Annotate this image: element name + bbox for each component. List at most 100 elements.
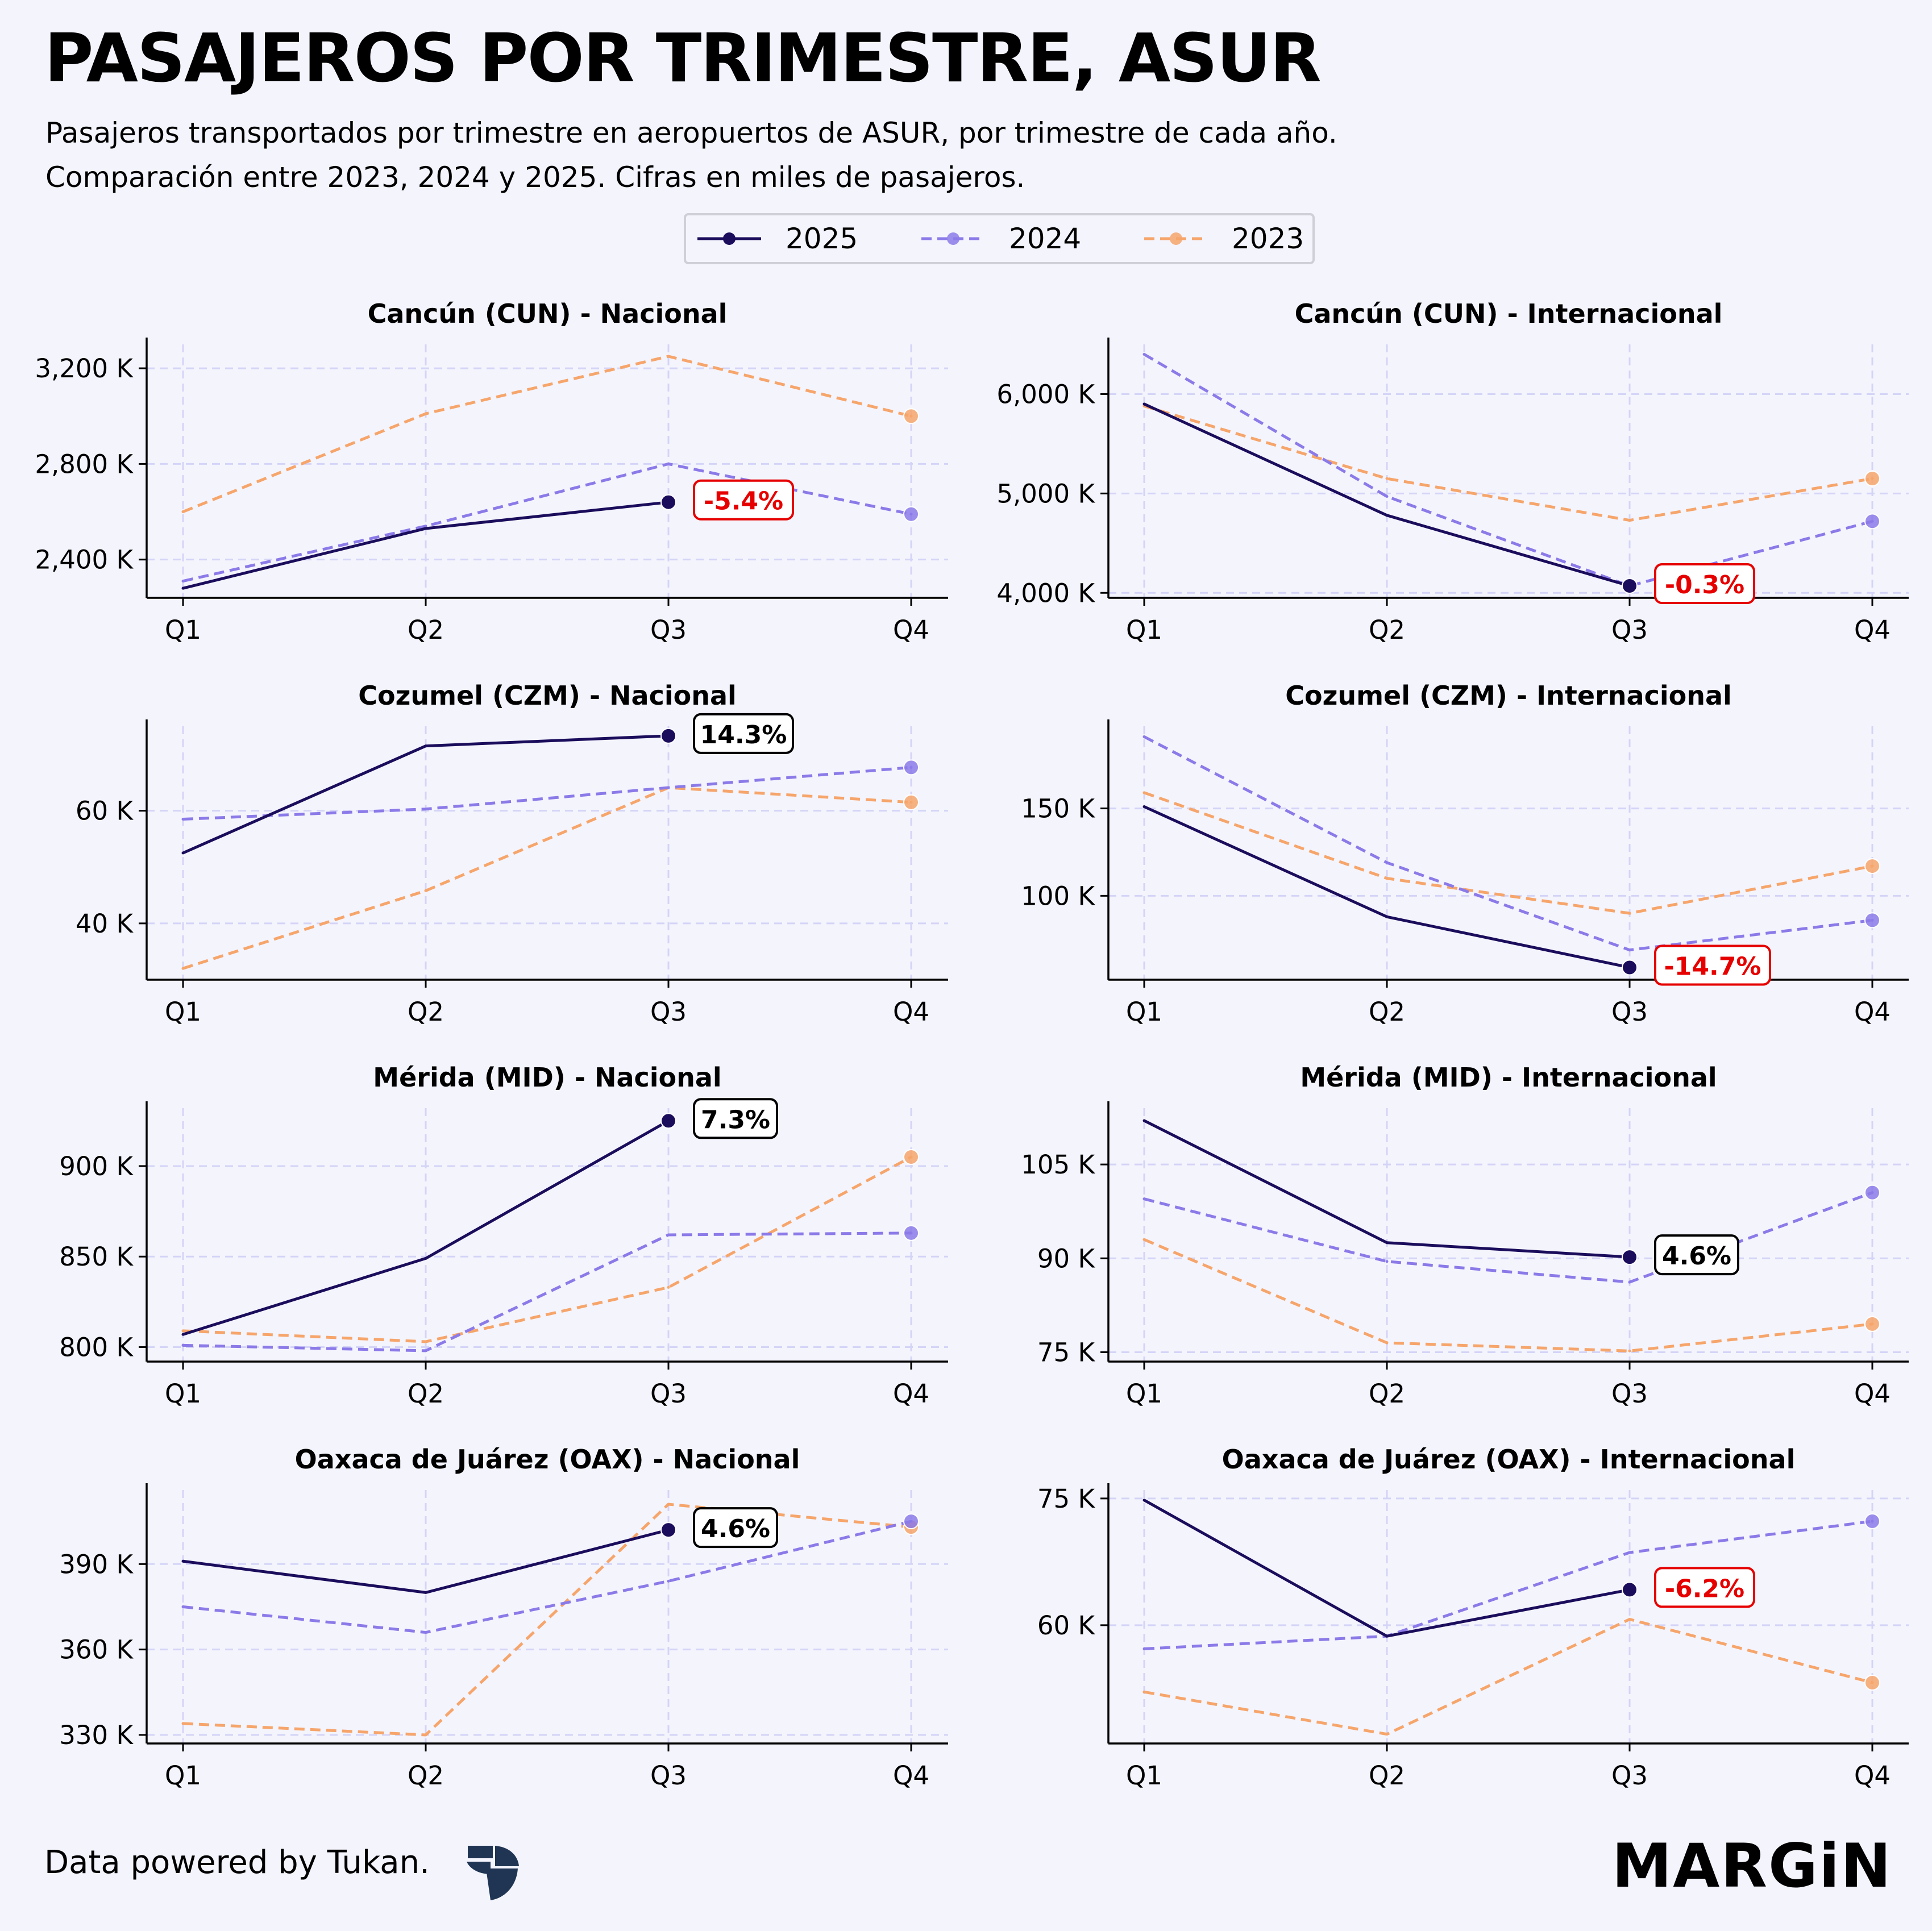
chart-1-xtick-label-Q3: Q3 bbox=[650, 615, 687, 645]
chart-4-annotation-label: -14.7% bbox=[1664, 952, 1761, 981]
chart-5-series-2023-point-Q1 bbox=[181, 1329, 185, 1333]
chart-5-xtick-label-Q2: Q2 bbox=[408, 1379, 444, 1409]
chart-2-xtick-label-Q1: Q1 bbox=[1126, 615, 1162, 645]
chart-4-series-2024-line bbox=[1143, 735, 1873, 952]
chart-4-series-2023-point-Q4 bbox=[1871, 864, 1874, 868]
chart-4-xtick-label-Q4: Q4 bbox=[1854, 997, 1891, 1027]
chart-1-ytick-label-0: 2,400 K bbox=[35, 545, 134, 575]
chart-7-series-2023-point-Q3 bbox=[667, 1503, 670, 1506]
chart-1-series-2023-point-Q2 bbox=[424, 412, 427, 415]
chart-6-series-2025-point-Q2 bbox=[1385, 1241, 1389, 1245]
chart-6-ytick-label-1: 90 K bbox=[1037, 1243, 1096, 1274]
chart-8-series-2023-line bbox=[1144, 1617, 1873, 1736]
chart-1-xtick-label-Q2: Q2 bbox=[408, 615, 444, 645]
chart-1-annotation-box bbox=[693, 479, 794, 521]
legend-label-2023: 2023 bbox=[1232, 222, 1304, 255]
chart-8-series-2024-point-Q1 bbox=[1142, 1647, 1146, 1650]
chart-6-series-2024-line bbox=[1144, 1191, 1873, 1284]
margin-brand-logo: MARGiN bbox=[1611, 1831, 1892, 1901]
chart-5-ytick-label-2: 900 K bbox=[59, 1151, 134, 1181]
chart-4-xtick-label-Q2: Q2 bbox=[1369, 997, 1405, 1027]
chart-4-series-2024-point-Q1 bbox=[1142, 735, 1146, 738]
chart-1-series-2024-point-Q3 bbox=[667, 462, 670, 465]
chart-5-xtick-label-Q4: Q4 bbox=[893, 1379, 929, 1409]
chart-3-series-2023-point-Q4 bbox=[909, 801, 913, 804]
chart-2-ytick-label-1: 5,000 K bbox=[996, 478, 1095, 509]
chart-2: Cancún (CUN) - Internacional 4,000 K 5,000… bbox=[996, 298, 1909, 645]
chart-1-xtick-label-Q1: Q1 bbox=[165, 615, 201, 645]
chart-3-ytick-label-1: 60 K bbox=[76, 796, 134, 826]
chart-8-series-2024-line bbox=[1144, 1520, 1873, 1650]
chart-4-series-2025-point-Q3 bbox=[1628, 966, 1631, 969]
chart-1-ytick-label-1: 2,800 K bbox=[35, 449, 134, 479]
chart-6-series-2025-point-Q3 bbox=[1628, 1255, 1631, 1259]
chart-7-ytick-label-1: 360 K bbox=[59, 1635, 134, 1665]
chart-5-series-2023-line bbox=[182, 1155, 912, 1343]
chart-2-series-2023-point-Q2 bbox=[1385, 477, 1389, 480]
chart-7-annotation-label: 4.6% bbox=[701, 1514, 770, 1543]
chart-3-series-2024-point-Q2 bbox=[424, 808, 427, 811]
chart-3-xtick-label-Q1: Q1 bbox=[165, 997, 201, 1027]
chart-8-xtick-label-Q4: Q4 bbox=[1854, 1761, 1891, 1791]
chart-4-xtick-label-Q3: Q3 bbox=[1611, 997, 1648, 1027]
chart-3-series-2024-point-Q3 bbox=[667, 786, 670, 789]
chart-5-series-2023-point-Q3 bbox=[667, 1285, 670, 1289]
chart-1-series-2023-line bbox=[182, 355, 912, 513]
chart-3-title: Cozumel (CZM) - Nacional bbox=[358, 680, 737, 711]
chart-4-series-2023-point-Q2 bbox=[1385, 877, 1389, 880]
chart-3-series-2023-point-Q2 bbox=[424, 889, 427, 892]
chart-2-xtick-label-Q2: Q2 bbox=[1369, 615, 1405, 645]
chart-4-title: Cozumel (CZM) - Internacional bbox=[1285, 680, 1732, 711]
chart-6-series-2024-point-Q4 bbox=[1871, 1191, 1874, 1195]
chart-4-series-2023-point-Q3 bbox=[1628, 912, 1631, 915]
chart-7-ytick-label-0: 330 K bbox=[59, 1720, 134, 1750]
chart-8-ytick-label-1: 75 K bbox=[1037, 1484, 1096, 1514]
chart-2-series-2024-point-Q4 bbox=[1871, 519, 1874, 523]
chart-8-series-2023-point-Q1 bbox=[1142, 1690, 1146, 1693]
chart-2-annotation-label: -0.3% bbox=[1665, 571, 1744, 600]
legend-item-2025: 2025 bbox=[697, 222, 858, 255]
chart-7-series-2025-point-Q3 bbox=[667, 1528, 670, 1532]
chart-2-xtick-label-Q4: Q4 bbox=[1854, 615, 1891, 645]
chart-2-series-2025-point-Q3 bbox=[1628, 584, 1631, 588]
chart-5-series-2024-point-Q1 bbox=[181, 1343, 185, 1347]
chart-1-series-2024-point-Q2 bbox=[424, 525, 427, 528]
chart-3-series-2025-point-Q1 bbox=[181, 851, 185, 855]
chart-5-annotation-box bbox=[693, 1098, 778, 1139]
chart-5-series-2024-point-Q4 bbox=[909, 1231, 913, 1235]
chart-8-title: Oaxaca de Juárez (OAX) - Internacional bbox=[1222, 1444, 1796, 1475]
chart-7-series-2024-point-Q4 bbox=[909, 1520, 913, 1523]
chart-3-series-2024-point-Q4 bbox=[909, 765, 913, 769]
chart-5-annotation-label: 7.3% bbox=[701, 1105, 770, 1134]
chart-5-series-2023-point-Q2 bbox=[424, 1340, 427, 1343]
chart-7-series-2024-point-Q3 bbox=[667, 1579, 670, 1583]
chart-7-series-2024-line bbox=[182, 1520, 912, 1634]
chart-6-xtick-label-Q1: Q1 bbox=[1126, 1379, 1162, 1409]
chart-3-series-2025-point-Q2 bbox=[424, 744, 427, 748]
chart-6-annotation-box bbox=[1654, 1234, 1739, 1276]
chart-8-series-2024-point-Q3 bbox=[1628, 1551, 1631, 1554]
chart-4-series-2024-point-Q3 bbox=[1628, 948, 1631, 952]
chart-8-series-2023-point-Q2 bbox=[1385, 1733, 1389, 1736]
chart-5-ytick-label-1: 850 K bbox=[59, 1242, 134, 1272]
chart-6-xtick-label-Q4: Q4 bbox=[1854, 1379, 1891, 1409]
chart-6-series-2023-line bbox=[1144, 1238, 1873, 1352]
chart-4-ytick-label-1: 150 K bbox=[1021, 794, 1095, 824]
chart-7-series-2023-point-Q1 bbox=[181, 1722, 185, 1725]
chart-7-xtick-label-Q4: Q4 bbox=[893, 1761, 929, 1791]
chart-1-series-2023-point-Q1 bbox=[181, 510, 185, 514]
legend-marker-2023 bbox=[1170, 232, 1182, 245]
chart-3-series-2024-point-Q1 bbox=[181, 818, 185, 821]
chart-8-ytick-label-0: 60 K bbox=[1037, 1610, 1096, 1641]
chart-6-xtick-label-Q3: Q3 bbox=[1611, 1379, 1648, 1409]
chart-2-series-2025-point-Q1 bbox=[1142, 402, 1146, 406]
chart-8-series-2025-point-Q3 bbox=[1628, 1588, 1631, 1591]
chart-1-series-2025-point-Q1 bbox=[181, 586, 185, 590]
chart-2-series-2023-point-Q4 bbox=[1871, 477, 1874, 480]
chart-4-series-2024-point-Q2 bbox=[1385, 861, 1389, 864]
chart-8: Oaxaca de Juárez (OAX) - Internacional 60… bbox=[1037, 1444, 1909, 1791]
footer-credit: Data powered by Tukan. bbox=[44, 1844, 430, 1881]
chart-7-xtick-label-Q3: Q3 bbox=[650, 1761, 687, 1791]
chart-5-series-2024-line bbox=[182, 1231, 912, 1352]
chart-7-series-2024-point-Q2 bbox=[424, 1631, 427, 1634]
